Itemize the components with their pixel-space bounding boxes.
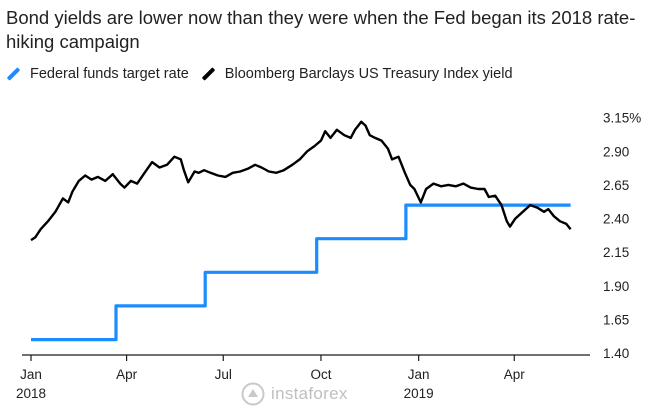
y-tick-label: 2.40 (603, 212, 629, 227)
legend-item-federal-funds: Federal funds target rate (6, 66, 189, 82)
legend-label-federal-funds: Federal funds target rate (30, 66, 189, 82)
series-line-treasury-yield (30, 120, 572, 242)
x-tick-label: Apr (504, 367, 526, 382)
instaforex-logo-icon (241, 382, 265, 406)
x-tick-label: Jan (20, 367, 42, 382)
x-axis: Jan 2018 Apr Jul Oct Jan 2019 Apr (16, 354, 590, 401)
y-tick-label: 2.90 (603, 144, 629, 159)
y-tick-label: 2.15 (603, 245, 629, 260)
x-tick-label: Apr (116, 367, 138, 382)
y-tick-label: 1.65 (603, 312, 629, 327)
x-tick-label: Jul (215, 367, 232, 382)
y-tick-label: 1.40 (603, 346, 629, 361)
legend-label-treasury-yield: Bloomberg Barclays US Treasury Index yie… (224, 66, 513, 82)
x-tick-year-label: 2018 (16, 386, 46, 401)
y-tick-label: 3.15% (603, 111, 641, 126)
y-tick-label: 1.90 (603, 279, 629, 294)
x-tick-label: Oct (310, 367, 331, 382)
y-axis: 3.15% 2.90 2.65 2.40 2.15 1.90 1.65 1.40 (603, 111, 641, 361)
y-tick-label: 2.65 (603, 178, 629, 193)
chart-legend: Federal funds target rate Bloomberg Barc… (6, 64, 525, 84)
x-tick-year-label: 2019 (404, 386, 434, 401)
watermark: instaforex (241, 378, 393, 410)
series-layer (30, 120, 572, 342)
watermark-text: instaforex (271, 384, 348, 403)
series-line-federal-funds (31, 203, 571, 342)
chart-title: Bond yields are lower now than they were… (6, 7, 636, 52)
x-tick-label: Jan (408, 367, 430, 382)
legend-item-treasury-yield: Bloomberg Barclays US Treasury Index yie… (201, 66, 513, 82)
